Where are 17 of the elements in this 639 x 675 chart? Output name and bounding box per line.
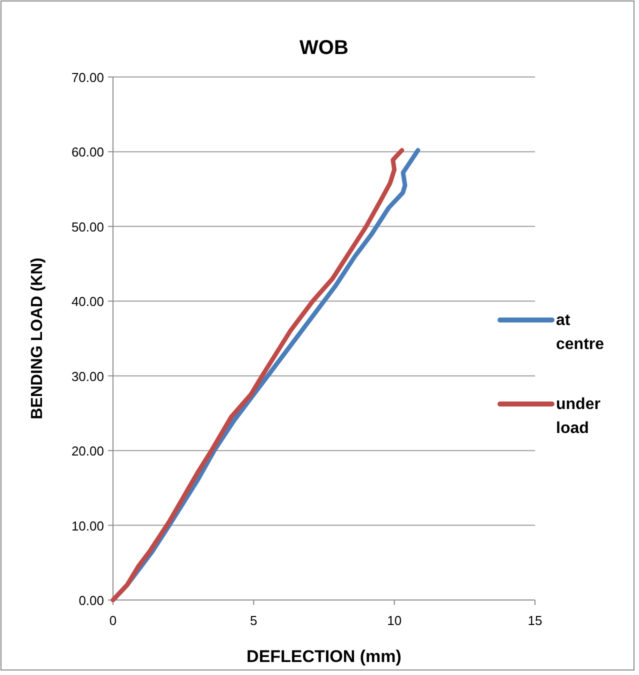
x-tick-label: 5: [250, 613, 258, 628]
x-tick-label: 10: [387, 613, 402, 628]
x-tick-label: 0: [109, 613, 117, 628]
x-axis-title: DEFLECTION (mm): [246, 647, 402, 666]
y-tick-label: 30.00: [71, 368, 104, 384]
y-axis-title: BENDING LOAD (KN): [29, 258, 46, 420]
y-tick-label: 50.00: [71, 219, 104, 234]
legend-label: under load: [556, 396, 600, 437]
y-tick-label: 40.00: [71, 294, 104, 310]
y-tick-label: 20.00: [71, 444, 104, 459]
y-tick-label: 60.00: [71, 144, 104, 160]
y-tick-label: 70.00: [71, 70, 104, 85]
chart-title: WOB: [300, 37, 348, 59]
legend-label: at centre: [556, 312, 604, 353]
x-tick-label: 15: [528, 613, 542, 628]
y-tick-label: 10.00: [71, 518, 104, 534]
y-tick-label: 0.00: [78, 593, 104, 608]
